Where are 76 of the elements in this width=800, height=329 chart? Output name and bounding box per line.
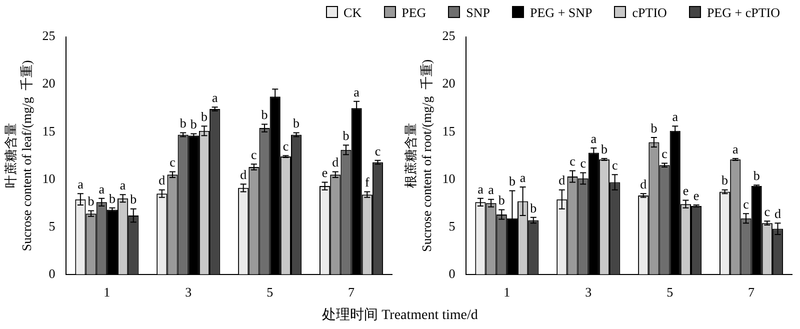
data-label: a <box>672 109 678 124</box>
legend-label: PEG <box>400 5 426 21</box>
x-tick-label: 7 <box>748 284 756 300</box>
data-label: b <box>261 107 268 122</box>
data-label: a <box>520 170 526 185</box>
data-label: b <box>722 172 728 188</box>
data-label: e <box>682 183 689 198</box>
data-label: b <box>530 200 537 216</box>
legend-label: SNP <box>465 5 490 21</box>
data-label: c <box>612 158 618 173</box>
legend-label: cPTIO <box>631 5 667 21</box>
data-label: d <box>558 172 566 188</box>
data-label: b <box>650 120 658 136</box>
y-tick-label: 25 <box>42 28 56 44</box>
x-tick-label: 5 <box>266 284 274 300</box>
data-label: d <box>640 176 648 192</box>
data-label: b <box>508 174 516 189</box>
y-tick-label: 15 <box>442 123 456 138</box>
x-tick-label: 5 <box>666 284 674 300</box>
data-label: e <box>322 165 328 180</box>
y-tick-label: 0 <box>48 266 56 281</box>
data-label: e <box>693 188 700 203</box>
data-label: c <box>764 204 770 220</box>
legend-label: CK <box>342 5 362 21</box>
x-tick-label: 7 <box>348 284 356 300</box>
data-label: c <box>580 156 586 171</box>
data-label: b <box>108 190 116 206</box>
legend-label: PEG + cPTIO <box>706 5 780 21</box>
data-label: a <box>120 177 126 192</box>
y-tick-label: 5 <box>448 218 456 234</box>
data-label: b <box>88 194 94 209</box>
data-label: d <box>158 172 166 188</box>
y-tick-label: 10 <box>442 170 456 186</box>
y-tick-label: 20 <box>442 76 456 91</box>
data-label: c <box>170 154 176 170</box>
data-label: b <box>201 109 208 124</box>
data-label: b <box>342 128 350 144</box>
x-tick-label: 3 <box>185 284 192 300</box>
x-tick-label: 3 <box>585 284 592 300</box>
y-axis-title: 叶蔗糖含量 Sucrose content of leaf/(mg/g 千重) <box>3 60 34 252</box>
data-label: b <box>190 116 197 132</box>
data-label: b <box>130 192 137 207</box>
y-axis-title: 根蔗糖含量 Sucrose content of root/(mg/g 千重) <box>403 59 434 252</box>
y-tick-label: 25 <box>442 28 456 44</box>
data-label: c <box>251 147 258 162</box>
data-label: d <box>332 154 340 170</box>
x-tick-label: 1 <box>504 284 510 300</box>
y-tick-label: 5 <box>48 218 56 234</box>
data-label: a <box>98 181 105 196</box>
data-label: b <box>601 141 608 156</box>
x-tick-label: 1 <box>104 284 110 300</box>
data-label: b <box>180 116 186 131</box>
data-label: c <box>570 154 576 169</box>
data-label: d <box>240 167 248 182</box>
y-tick-label: 10 <box>42 170 56 186</box>
data-label: a <box>354 84 360 100</box>
data-label: a <box>78 176 84 192</box>
data-label: a <box>488 182 494 198</box>
y-tick-label: 20 <box>42 76 56 91</box>
data-label: c <box>743 196 750 212</box>
data-label: a <box>478 181 484 196</box>
data-label: d <box>774 206 782 221</box>
data-label: c <box>374 143 381 158</box>
y-tick-label: 0 <box>448 266 456 281</box>
y-tick-label: 15 <box>42 123 56 138</box>
data-label: b <box>753 168 760 183</box>
x-axis-title: 处理时间 Treatment time/d <box>321 306 479 325</box>
legend-label: PEG + SNP <box>529 5 592 21</box>
data-label: a <box>212 90 218 106</box>
data-label: b <box>293 116 300 131</box>
data-label: a <box>732 141 738 156</box>
data-label: f <box>364 174 370 190</box>
data-label: c <box>282 138 289 154</box>
data-label: b <box>498 192 505 208</box>
data-label: a <box>590 130 597 146</box>
data-label: c <box>662 146 668 162</box>
